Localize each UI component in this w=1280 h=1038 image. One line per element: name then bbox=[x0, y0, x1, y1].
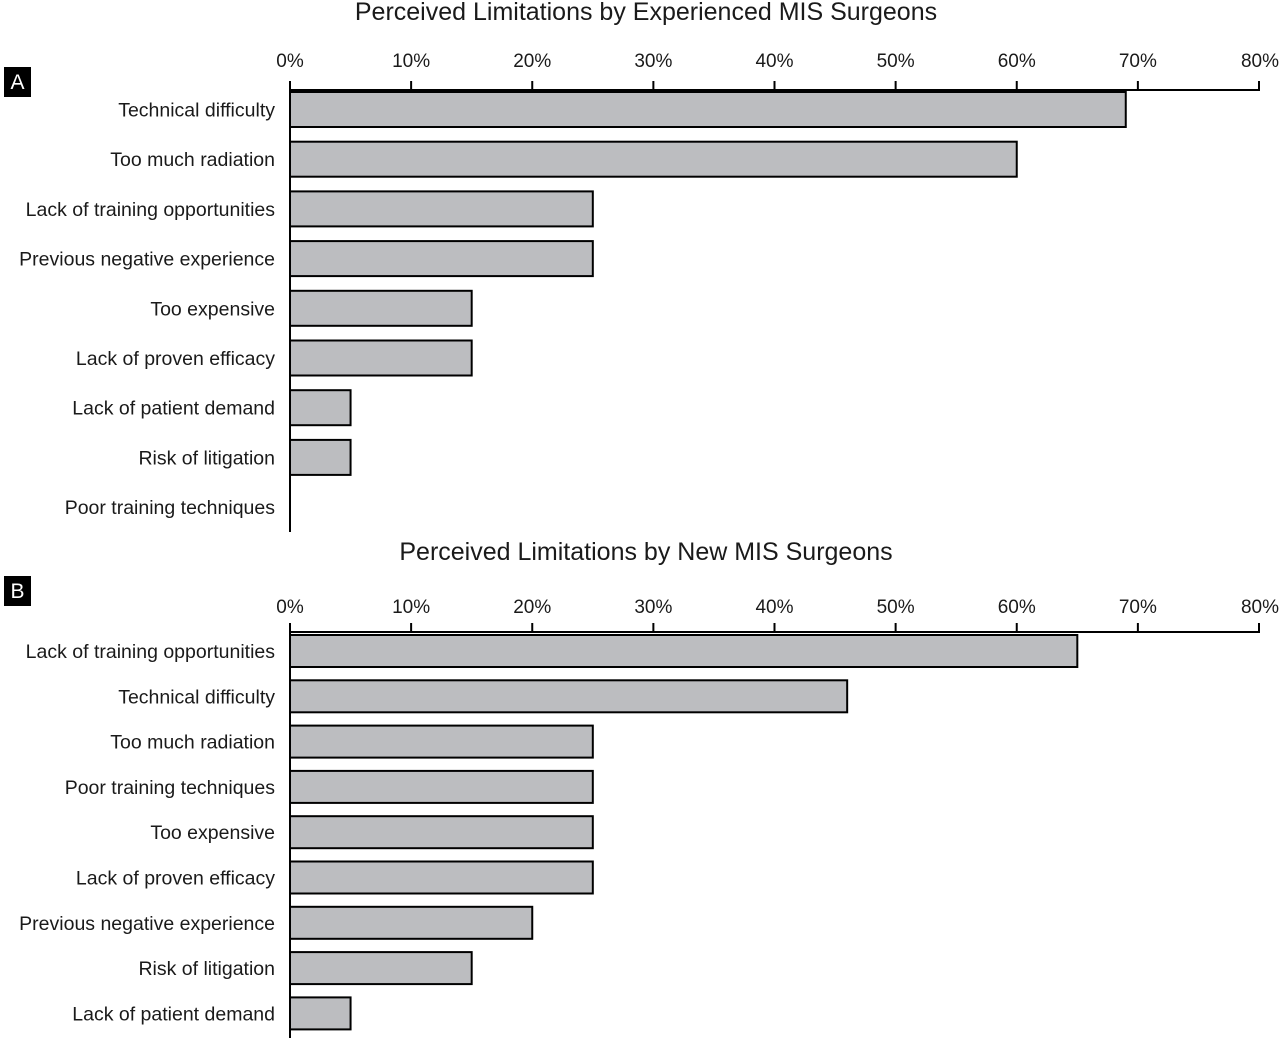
category-label: Previous negative experience bbox=[19, 249, 275, 271]
x-tick-label: 40% bbox=[755, 51, 793, 72]
x-tick-label: 20% bbox=[513, 51, 551, 72]
panel-letter-badge bbox=[4, 576, 31, 606]
category-label: Lack of training opportunities bbox=[26, 199, 276, 221]
x-tick-label: 20% bbox=[513, 597, 551, 618]
category-label: Lack of patient demand bbox=[72, 1003, 275, 1025]
bar bbox=[289, 240, 594, 278]
x-tick-label: 30% bbox=[634, 51, 672, 72]
category-label: Risk of litigation bbox=[138, 958, 275, 980]
category-label: Risk of litigation bbox=[138, 447, 275, 469]
chart-title: Perceived Limitations by Experienced MIS… bbox=[355, 0, 937, 26]
bar bbox=[289, 634, 1079, 668]
x-tick-label: 70% bbox=[1119, 597, 1157, 618]
bar bbox=[289, 951, 473, 986]
panel-letter: A bbox=[10, 71, 24, 94]
x-tick-label: 30% bbox=[634, 597, 672, 618]
category-label: Too expensive bbox=[150, 298, 275, 320]
x-tick-label: 40% bbox=[755, 597, 793, 618]
panel-letter-badge bbox=[4, 67, 31, 97]
bar bbox=[289, 724, 594, 759]
x-tick-label: 70% bbox=[1119, 51, 1157, 72]
chart-panel-b: Perceived Limitations by New MIS Surgeon… bbox=[4, 538, 1279, 1038]
bar bbox=[289, 996, 352, 1031]
category-label: Lack of proven efficacy bbox=[76, 868, 275, 890]
bar bbox=[289, 815, 594, 850]
bar bbox=[289, 91, 1127, 128]
x-tick-label: 0% bbox=[276, 597, 304, 618]
category-label: Lack of patient demand bbox=[72, 398, 275, 420]
bar bbox=[289, 389, 352, 427]
chart-title: Perceived Limitations by New MIS Surgeon… bbox=[399, 538, 892, 566]
x-tick-label: 0% bbox=[276, 51, 304, 72]
category-label: Lack of training opportunities bbox=[26, 641, 276, 663]
category-label: Poor training techniques bbox=[65, 497, 276, 519]
bar bbox=[289, 860, 594, 895]
bar bbox=[289, 190, 594, 228]
x-tick-label: 10% bbox=[392, 51, 430, 72]
category-label: Too expensive bbox=[150, 822, 275, 844]
category-label: Technical difficulty bbox=[118, 686, 275, 708]
category-label: Previous negative experience bbox=[19, 913, 275, 935]
bar bbox=[289, 289, 473, 327]
x-tick-label: 50% bbox=[877, 597, 915, 618]
category-label: Poor training techniques bbox=[65, 777, 276, 799]
x-tick-label: 60% bbox=[998, 51, 1036, 72]
bar bbox=[289, 339, 473, 377]
x-tick-label: 80% bbox=[1241, 51, 1279, 72]
x-tick-label: 50% bbox=[877, 51, 915, 72]
x-tick-label: 10% bbox=[392, 597, 430, 618]
panel-letter: B bbox=[10, 580, 24, 603]
bar bbox=[289, 769, 594, 804]
chart-panel-a: Perceived Limitations by Experienced MIS… bbox=[4, 0, 1279, 532]
bar bbox=[289, 438, 352, 476]
bar bbox=[289, 679, 849, 714]
x-tick-label: 60% bbox=[998, 597, 1036, 618]
x-tick-label: 80% bbox=[1241, 597, 1279, 618]
bar bbox=[289, 140, 1018, 178]
category-label: Too much radiation bbox=[110, 732, 275, 754]
category-label: Lack of proven efficacy bbox=[76, 348, 275, 370]
category-label: Technical difficulty bbox=[118, 100, 275, 122]
category-label: Too much radiation bbox=[110, 149, 275, 171]
bar bbox=[289, 905, 534, 940]
